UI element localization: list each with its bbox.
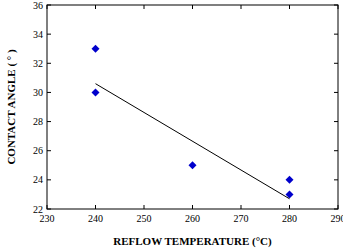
y-tick [47,121,51,122]
y-tick-label: 32 [33,58,43,69]
x-tick [338,5,339,9]
y-tick-label: 28 [33,116,43,127]
x-tick [47,5,48,9]
y-tick [47,209,51,210]
plot-frame [47,5,338,209]
x-tick-label: 290 [331,213,343,224]
y-tick [334,179,338,180]
data-point [92,45,100,53]
marks [92,45,294,199]
y-tick [47,5,51,6]
x-tick [144,5,145,9]
x-tick [241,5,242,9]
x-tick-label: 230 [40,213,55,224]
y-tick [334,5,338,6]
x-tick-label: 270 [234,213,249,224]
x-tick [95,205,96,209]
x-tick [241,205,242,209]
x-tick [289,205,290,209]
data-point [286,176,294,184]
x-tick [289,5,290,9]
y-tick [334,92,338,93]
y-tick [334,63,338,64]
x-tick-label: 260 [185,213,200,224]
trend-line [96,84,290,199]
x-tick [47,205,48,209]
y-tick [47,179,51,180]
y-tick [334,150,338,151]
y-tick [334,121,338,122]
x-tick-label: 250 [137,213,152,224]
y-tick [47,34,51,35]
chart: 230 240 250 260 270 280 290 22 24 26 28 30 32 34 36 REF… [0,0,343,251]
y-tick-label: 36 [33,0,43,11]
y-tick [334,34,338,35]
y-axis-label: CONTACT ANGLE ( ° ) [5,49,18,165]
x-tick [338,205,339,209]
y-tick-label: 26 [33,145,43,156]
y-tick [334,209,338,210]
x-tick [95,5,96,9]
y-tick-label: 22 [33,204,43,215]
y-tick-label: 30 [33,87,43,98]
data-point [92,88,100,96]
x-axis-label: REFLOW TEMPERATURE (°C) [113,235,272,248]
y-tick [47,63,51,64]
x-tick [192,5,193,9]
x-tick [144,205,145,209]
y-tick [47,92,51,93]
data-point [189,161,197,169]
x-tick [192,205,193,209]
y-tick-label: 34 [33,29,43,40]
chart-root: 230 240 250 260 270 280 290 22 24 26 28 30 32 34 36 REF… [0,0,343,251]
x-tick-label: 240 [88,213,103,224]
y-tick-label: 24 [33,174,43,185]
x-tick-label: 280 [282,213,297,224]
y-tick [47,150,51,151]
